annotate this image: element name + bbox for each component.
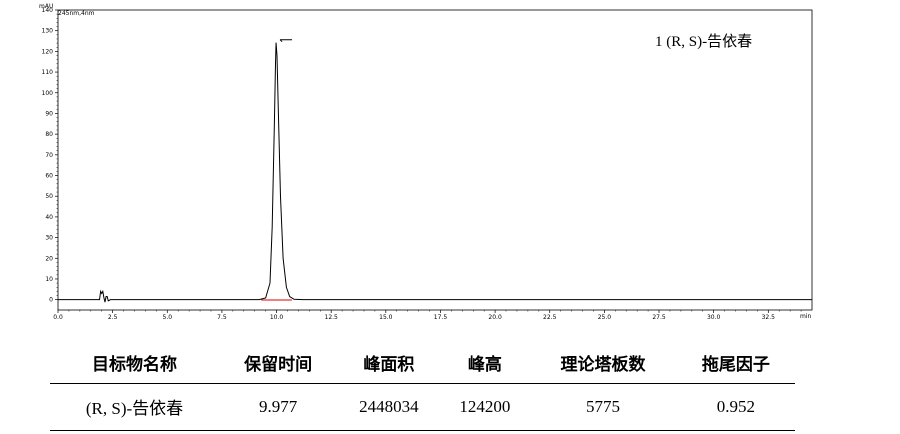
x-tick-label: 27.5 bbox=[652, 314, 666, 321]
cell-retention-time: 9.977 bbox=[258, 396, 298, 416]
chromatogram-trace bbox=[58, 42, 812, 303]
peak-annotation: 1 (R, S)-告依春 bbox=[655, 33, 752, 50]
plot-area bbox=[58, 39, 812, 303]
y-tick-label: 130 bbox=[42, 28, 54, 35]
y-tick-label: 40 bbox=[45, 214, 53, 221]
table-row: (R, S)-告依春 9.977 2448034 124200 5775 0.9… bbox=[50, 383, 795, 430]
x-tick-label: 2.5 bbox=[108, 314, 118, 321]
y-tick-label: 90 bbox=[45, 110, 53, 117]
axes bbox=[57, 9, 813, 311]
y-tick-label: 140 bbox=[42, 7, 54, 14]
x-ticks: 0.0 2.5 5.0 7.5 10.0 12.5 15.0 17.5 20.0 22.5 25.0… bbox=[53, 310, 802, 321]
plot-frame bbox=[57, 9, 813, 311]
table-header-row: 目标物名称 保留时间 峰面积 峰高 理论塔板数 拖尾因子 bbox=[50, 343, 795, 383]
y-tick-label: 80 bbox=[45, 131, 53, 138]
x-unit-label: min bbox=[800, 313, 812, 320]
x-tick-label: 32.5 bbox=[762, 314, 776, 321]
x-tick-label: 25.0 bbox=[598, 314, 612, 321]
header-retention-time: 保留时间 bbox=[244, 355, 313, 375]
x-tick-label: 12.5 bbox=[325, 314, 339, 321]
x-tick-label: 15.0 bbox=[379, 314, 393, 321]
x-tick-label: 10.0 bbox=[270, 314, 284, 321]
x-tick-label: 7.5 bbox=[217, 314, 227, 321]
x-tick-label: 17.5 bbox=[434, 314, 448, 321]
cell-peak-area: 2448034 bbox=[359, 396, 419, 416]
x-tick-label: 30.0 bbox=[707, 314, 721, 321]
y-tick-label: 0 bbox=[49, 297, 53, 304]
y-tick-label: 120 bbox=[42, 48, 54, 55]
x-tick-label: 5.0 bbox=[163, 314, 173, 321]
y-tick-label: 30 bbox=[45, 235, 53, 242]
cell-theoretical-plates: 5775 bbox=[585, 396, 620, 416]
y-tick-label: 60 bbox=[45, 173, 53, 180]
x-tick-label: 22.5 bbox=[543, 314, 557, 321]
cell-tailing-factor: 0.952 bbox=[716, 396, 756, 416]
y-ticks: 0 10 20 30 40 50 60 70 80 90 100 110 120 130 140 bbox=[42, 7, 58, 304]
x-tick-label: 0.0 bbox=[53, 314, 63, 321]
detector-label: 245nm,4nm bbox=[58, 10, 95, 17]
chromatogram-chart: mAU 245nm,4nm min 0.0 2.5 5.0 7.5 10.0 12.5 15… bbox=[39, 3, 813, 321]
peak-results-table: 目标物名称 保留时间 峰面积 峰高 理论塔板数 拖尾因子 (R, S)-告依春 … bbox=[50, 343, 795, 431]
y-tick-label: 50 bbox=[45, 193, 53, 200]
header-tailing-factor: 拖尾因子 bbox=[701, 355, 770, 375]
peak-marker bbox=[279, 39, 293, 43]
y-tick-label: 100 bbox=[42, 90, 54, 97]
header-peak-height: 峰高 bbox=[467, 355, 502, 375]
y-tick-label: 20 bbox=[45, 255, 53, 262]
y-tick-label: 10 bbox=[45, 276, 53, 283]
y-tick-label: 70 bbox=[45, 152, 53, 159]
cell-peak-height: 124200 bbox=[459, 396, 511, 416]
header-peak-area: 峰面积 bbox=[363, 355, 415, 375]
header-theoretical-plates: 理论塔板数 bbox=[560, 355, 646, 375]
header-compound-name: 目标物名称 bbox=[92, 355, 177, 375]
y-unit-label: mAU bbox=[39, 3, 53, 10]
y-tick-label: 110 bbox=[42, 69, 54, 76]
x-tick-label: 20.0 bbox=[488, 314, 502, 321]
cell-compound-name: (R, S)-告依春 bbox=[85, 399, 184, 418]
